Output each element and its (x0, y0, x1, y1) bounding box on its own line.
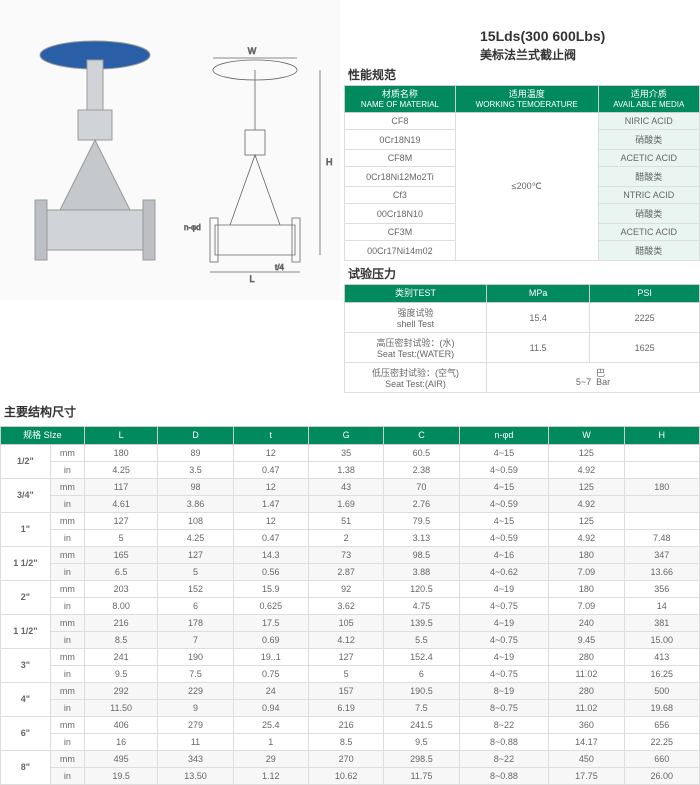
media-cell: 醋酸类 (598, 167, 699, 187)
svg-text:n-φd: n-φd (184, 223, 201, 232)
size-label: 6" (1, 716, 51, 750)
test-label: 高压密封试验：(水)Seat Test:(WATER) (345, 333, 487, 363)
test-label: 强度试验shell Test (345, 303, 487, 333)
media-cell: NIRIC ACID (598, 113, 699, 130)
media-cell: NTRIC ACID (598, 187, 699, 204)
test-label: 低压密封试验：(空气)Seat Test:(AIR) (345, 363, 487, 393)
temp-cell: ≤200℃ (455, 113, 598, 261)
size-label: 3" (1, 648, 51, 682)
size-label: 1" (1, 512, 51, 546)
svg-text:L: L (249, 274, 254, 284)
size-label: 1 1/2" (1, 614, 51, 648)
valve-diagram: W H L n-φd t/4 (0, 0, 340, 300)
size-label: 3/4" (1, 478, 51, 512)
size-label: 2" (1, 580, 51, 614)
test-heading: 试验压力 (348, 265, 700, 282)
material-cell: CF3M (345, 224, 456, 241)
svg-text:t/4: t/4 (275, 263, 284, 272)
title-main: 15Lds(300 600Lbs) (480, 28, 605, 44)
media-cell: ACETIC ACID (598, 150, 699, 167)
size-heading: 主要结构尺寸 (4, 403, 700, 420)
material-table: 材质名称NAME OF MATERIAL 适用温度WORKING TEMOERA… (344, 85, 700, 261)
material-cell: 0Cr18Ni12Mo2Ti (345, 167, 456, 187)
svg-text:H: H (326, 157, 333, 167)
size-label: 8" (1, 750, 51, 784)
material-cell: Cf3 (345, 187, 456, 204)
material-cell: CF8M (345, 150, 456, 167)
material-cell: 00Cr18N10 (345, 204, 456, 224)
material-cell: 0Cr18N19 (345, 130, 456, 150)
media-cell: ACETIC ACID (598, 224, 699, 241)
media-cell: 硝酸类 (598, 130, 699, 150)
size-label: 1/2" (1, 444, 51, 478)
size-label: 4" (1, 682, 51, 716)
size-table: 规格 SIze L D t G C n-φd W H 1/2"mm1808912… (0, 426, 700, 785)
perf-heading: 性能规范 (348, 66, 700, 83)
title-sub: 美标法兰式截止阀 (480, 46, 605, 63)
material-cell: CF8 (345, 113, 456, 130)
material-cell: 00Cr17Ni14m02 (345, 241, 456, 261)
size-label: 1 1/2" (1, 546, 51, 580)
test-table: 类别TEST MPa PSI 强度试验shell Test15.42225高压密… (344, 284, 700, 393)
svg-text:W: W (248, 46, 257, 56)
media-cell: 硝酸类 (598, 204, 699, 224)
media-cell: 醋酸类 (598, 241, 699, 261)
